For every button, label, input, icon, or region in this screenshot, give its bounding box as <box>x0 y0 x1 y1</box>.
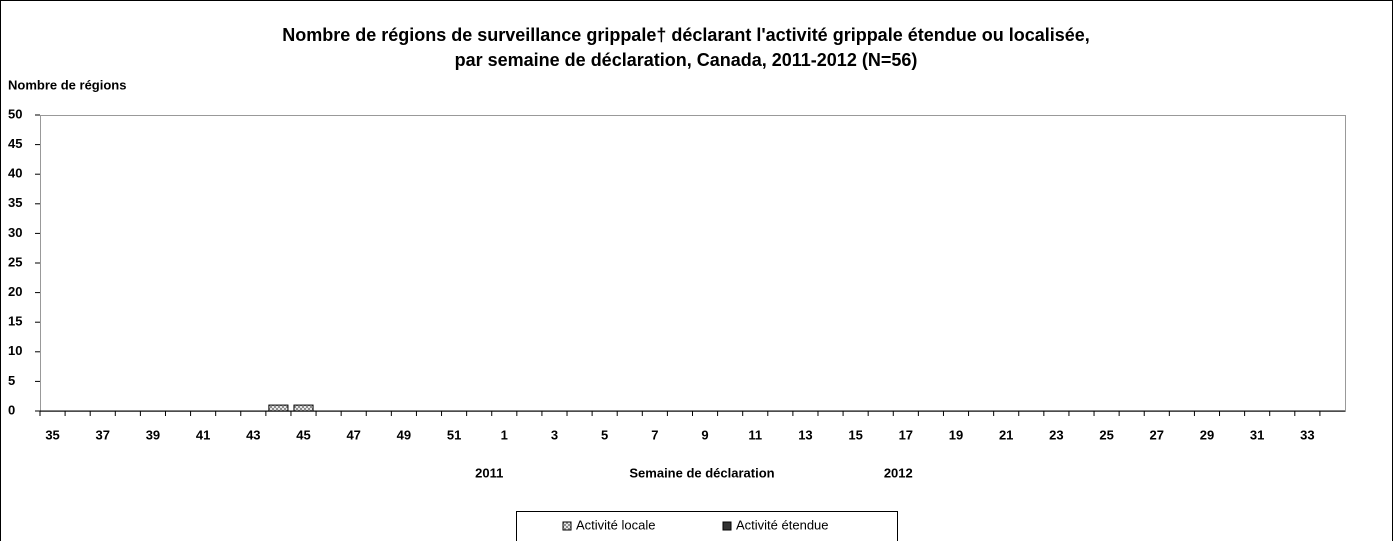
x-tick-label: 1 <box>501 427 508 442</box>
y-tick-label: 15 <box>8 314 22 329</box>
x-axis-title: Semaine de déclaration <box>629 465 774 480</box>
x-tick-label: 25 <box>1099 427 1113 442</box>
y-tick-label: 5 <box>8 373 15 388</box>
x-tick-label: 47 <box>346 427 360 442</box>
y-tick-label: 20 <box>8 284 22 299</box>
x-tick-label: 23 <box>1049 427 1063 442</box>
y-tick-label: 50 <box>8 106 22 121</box>
x-tick-label: 27 <box>1150 427 1164 442</box>
x-tick-label: 29 <box>1200 427 1214 442</box>
x-tick-label: 5 <box>601 427 608 442</box>
chart-title: Nombre de régions de surveillance grippa… <box>282 25 1090 45</box>
x-tick-label: 7 <box>651 427 658 442</box>
x-tick-label: 49 <box>397 427 411 442</box>
bar <box>268 404 289 412</box>
x-tick-label: 41 <box>196 427 210 442</box>
x-tick-label: 11 <box>748 427 762 442</box>
legend-text: Activité étendue <box>736 517 829 532</box>
y-tick-label: 40 <box>8 166 22 181</box>
year-label: 2012 <box>884 465 913 480</box>
legend-swatch <box>722 521 732 531</box>
y-tick-label: 0 <box>8 402 15 417</box>
x-tick-label: 19 <box>949 427 963 442</box>
x-tick-label: 13 <box>798 427 812 442</box>
x-tick-label: 17 <box>899 427 913 442</box>
x-tick-label: 43 <box>246 427 260 442</box>
x-tick-label: 45 <box>296 427 310 442</box>
legend-box <box>516 511 898 541</box>
y-tick-label: 25 <box>8 254 22 269</box>
x-tick-label: 35 <box>45 427 59 442</box>
y-tick-label: 45 <box>8 136 22 151</box>
x-tick-label: 33 <box>1300 427 1314 442</box>
year-label: 2011 <box>475 465 503 480</box>
x-tick-label: 3 <box>551 427 558 442</box>
x-tick-label: 9 <box>701 427 708 442</box>
x-tick-label: 51 <box>447 427 461 442</box>
legend-swatch <box>562 521 572 531</box>
y-tick-label: 30 <box>8 225 22 240</box>
x-tick-label: 37 <box>96 427 110 442</box>
chart-title: par semaine de déclaration, Canada, 2011… <box>455 50 918 70</box>
x-tick-label: 39 <box>146 427 160 442</box>
x-tick-label: 31 <box>1250 427 1264 442</box>
y-axis-title: Nombre de régions <box>8 77 126 92</box>
y-tick-label: 10 <box>8 343 22 358</box>
y-tick-label: 35 <box>8 195 22 210</box>
legend-text: Activité locale <box>576 517 655 532</box>
x-tick-label: 15 <box>848 427 862 442</box>
bar <box>293 404 314 412</box>
x-tick-label: 21 <box>999 427 1013 442</box>
